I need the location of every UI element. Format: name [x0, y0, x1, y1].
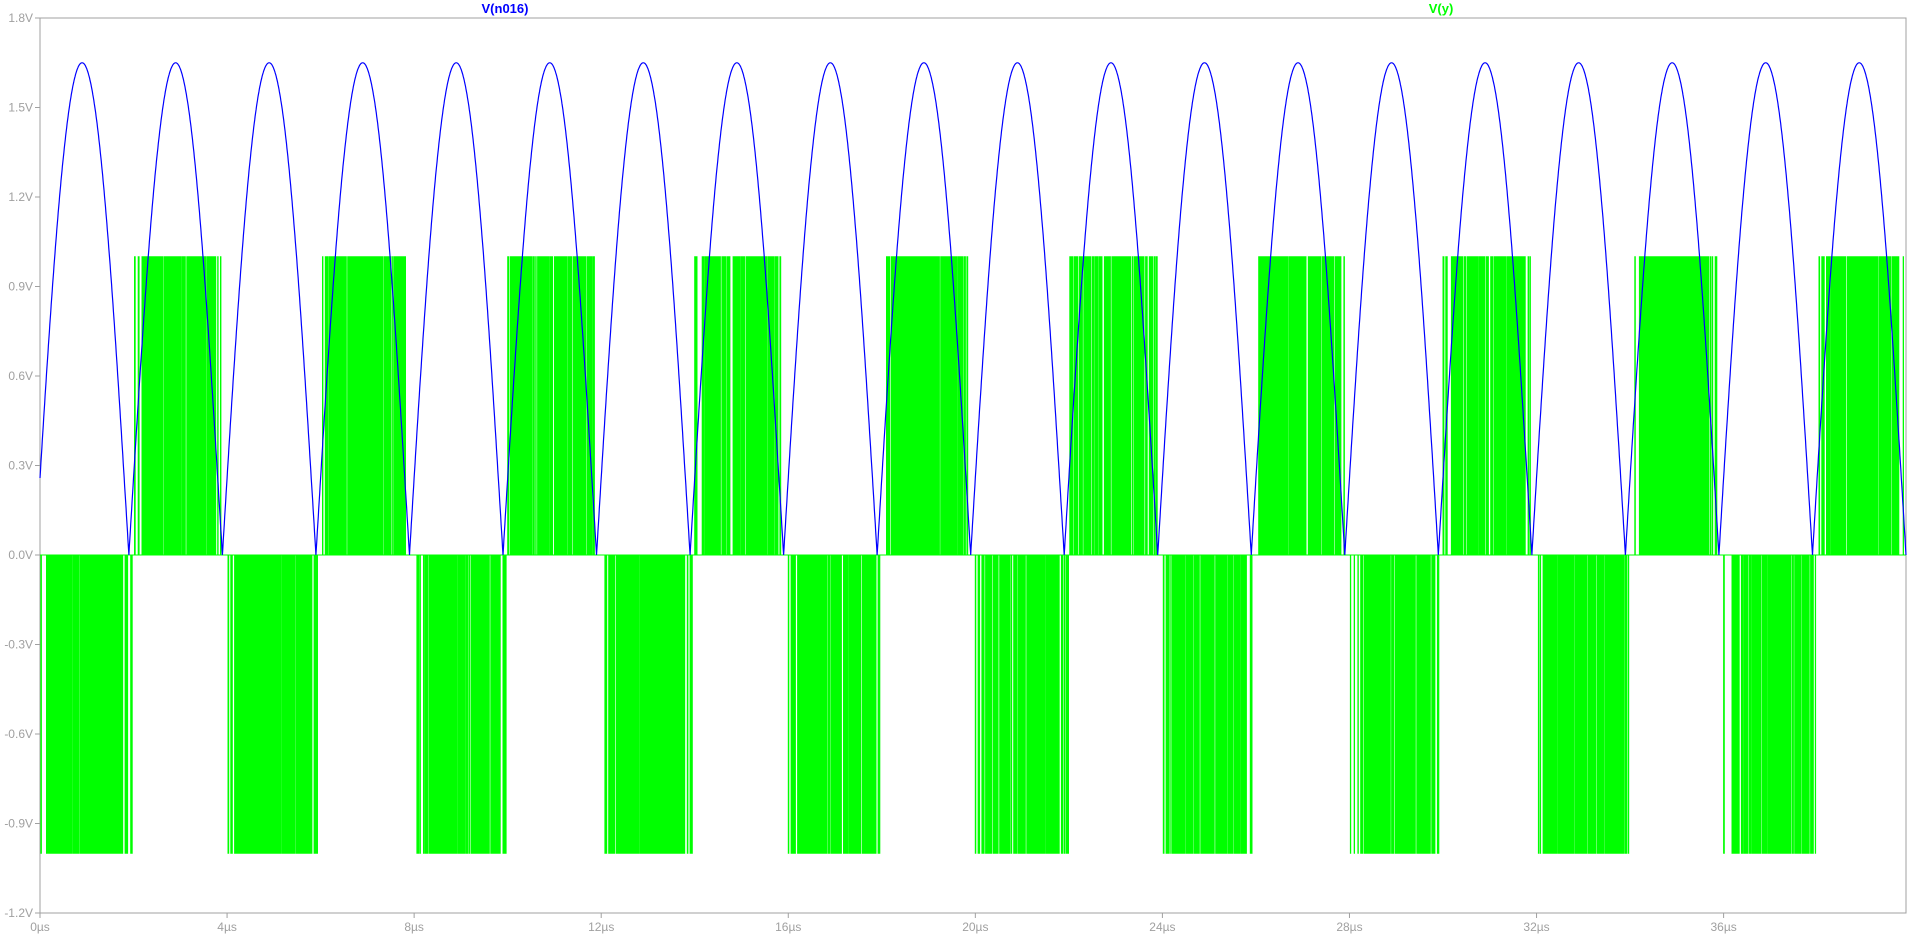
series-vy-line	[40, 256, 1904, 854]
x-tick-label: 24µs	[1149, 920, 1175, 934]
trace-title-vy[interactable]: V(y)	[1429, 1, 1454, 16]
x-axis: 0µs 4µs 8µs 12µs 16µs 20µs 24µs 28µs 32µs 36µs	[30, 913, 1737, 934]
x-tick-label: 12µs	[588, 920, 614, 934]
y-axis: 1.8V 1.5V 1.2V 0.9V 0.6V 0.3V 0.0V -0.3V -0.6V -0…	[4, 11, 40, 920]
traces	[39, 62, 1907, 854]
x-tick-label: 20µs	[962, 920, 988, 934]
y-tick-label: 0.6V	[8, 369, 33, 383]
y-tick-label: 1.8V	[8, 11, 33, 25]
x-tick-label: 4µs	[217, 920, 237, 934]
y-tick-label: 1.5V	[8, 101, 33, 115]
trace-title-vn016[interactable]: V(n016)	[482, 1, 529, 16]
series-vn016-line	[39, 62, 1907, 556]
y-tick-label: 0.3V	[8, 459, 33, 473]
y-tick-label: -0.3V	[4, 638, 33, 652]
x-tick-label: 16µs	[775, 920, 801, 934]
y-tick-label: 0.0V	[8, 548, 33, 562]
y-tick-label: 0.9V	[8, 280, 33, 294]
y-tick-label: 1.2V	[8, 190, 33, 204]
x-tick-label: 0µs	[30, 920, 50, 934]
y-tick-label: -0.9V	[4, 817, 33, 831]
x-tick-label: 36µs	[1710, 920, 1736, 934]
y-tick-label: -1.2V	[4, 906, 33, 920]
x-tick-label: 8µs	[404, 920, 424, 934]
x-tick-label: 32µs	[1523, 920, 1549, 934]
y-tick-label: -0.6V	[4, 727, 33, 741]
x-tick-label: 28µs	[1336, 920, 1362, 934]
